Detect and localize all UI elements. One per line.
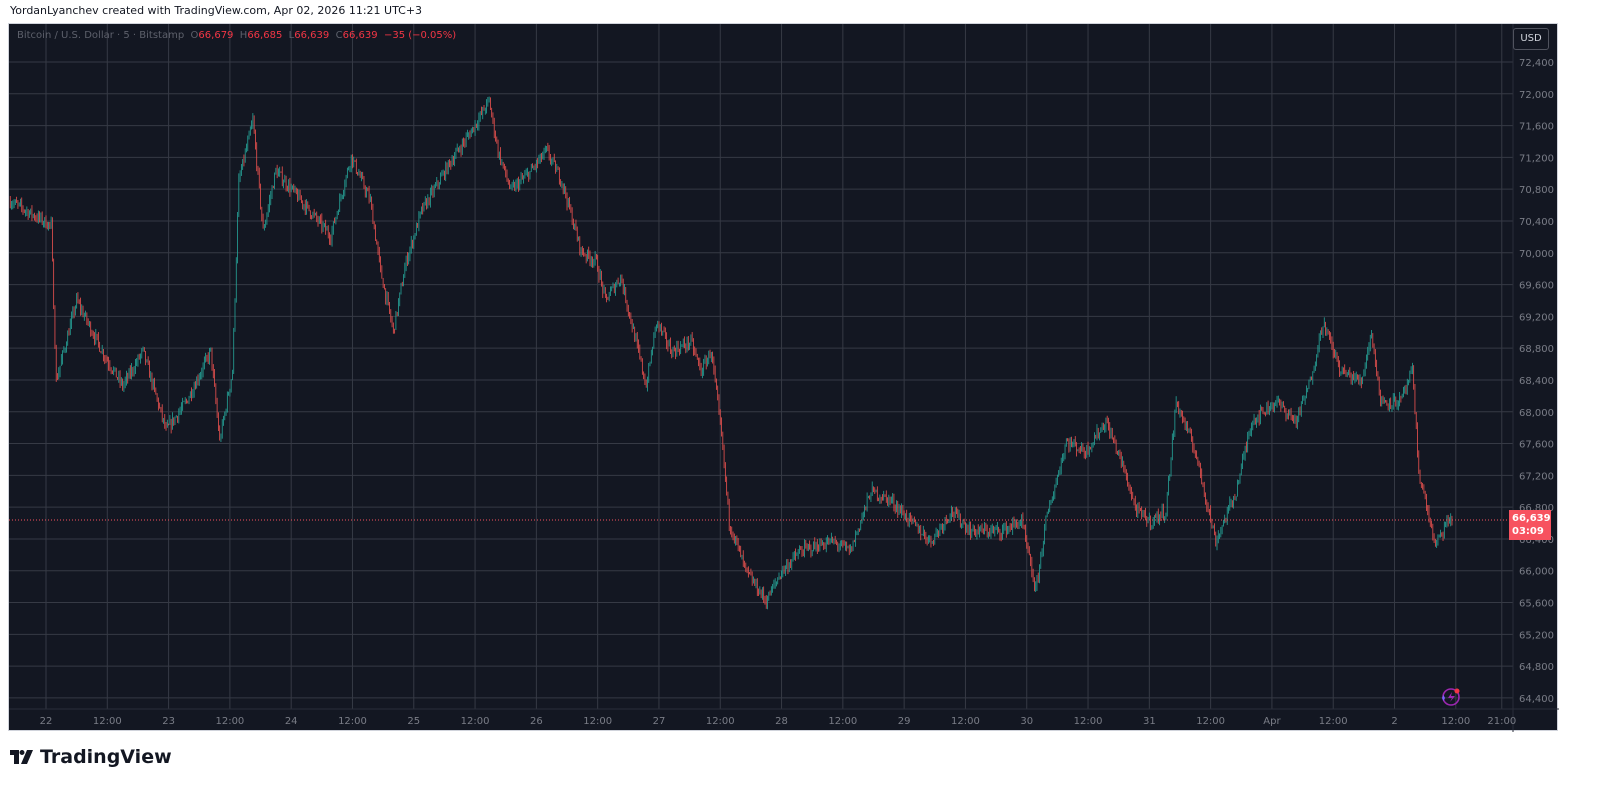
price-tick-label: 70,000 <box>1519 249 1554 260</box>
time-tick-label: 23 <box>162 716 175 727</box>
grid <box>9 24 1513 709</box>
time-tick-label: 31 <box>1143 716 1156 727</box>
bar-countdown: 03:09 <box>1512 526 1544 537</box>
price-tick-label: 68,000 <box>1519 408 1554 419</box>
price-tick-label: 70,400 <box>1519 217 1554 228</box>
time-tick-label: 12:00 <box>951 716 980 727</box>
time-tick-label: 28 <box>775 716 788 727</box>
time-tick-label: 30 <box>1020 716 1033 727</box>
time-tick-label: 12:00 <box>338 716 367 727</box>
close-value: 66,639 <box>342 30 378 41</box>
price-tick-label: 65,600 <box>1519 599 1554 610</box>
last-price-tag: 66,639 03:09 <box>1509 510 1551 540</box>
time-tick-label: 12:00 <box>93 716 122 727</box>
time-tick-label: 12:00 <box>1074 716 1103 727</box>
chart-credit: YordanLyanchev created with TradingView.… <box>10 4 423 17</box>
candles <box>9 96 1453 610</box>
high-value: 66,685 <box>247 30 283 41</box>
time-tick-label: 12:00 <box>1441 716 1470 727</box>
price-tick-label: 66,400 <box>1519 535 1554 546</box>
time-tick-label: 21:00 <box>1487 716 1516 727</box>
open-label: O <box>190 30 199 41</box>
tradingview-logo-icon <box>10 750 33 764</box>
price-tick-label: 65,200 <box>1519 630 1554 641</box>
price-tick-label: 71,600 <box>1519 122 1554 133</box>
price-tick-label: 69,600 <box>1519 281 1554 292</box>
price-tick-label: 64,400 <box>1519 694 1554 705</box>
price-tick-label: 68,800 <box>1519 344 1554 355</box>
currency-button[interactable]: USD <box>1513 28 1549 50</box>
price-tick-label: 71,200 <box>1519 153 1554 164</box>
price-tick-label: 72,400 <box>1519 58 1554 69</box>
time-axis[interactable]: 22 12:00 23 12:00 24 12:00 25 12:00 26 12:00 27 12:… <box>40 716 1517 727</box>
close-label: C <box>335 30 343 41</box>
time-tick-label: 12:00 <box>461 716 490 727</box>
low-label: L <box>288 30 295 41</box>
price-tick-label: 70,800 <box>1519 185 1554 196</box>
time-tick-label: 22 <box>40 716 53 727</box>
assistant-icon[interactable] <box>1442 688 1460 706</box>
tradingview-logo[interactable]: TradingView <box>10 746 172 768</box>
time-tick-label: 12:00 <box>583 716 612 727</box>
time-tick-label: 2 <box>1391 716 1397 727</box>
price-tick-label: 69,200 <box>1519 312 1554 323</box>
price-tick-label: 66,800 <box>1519 503 1554 514</box>
open-value: 66,679 <box>198 30 234 41</box>
high-label: H <box>239 30 248 41</box>
symbol-name[interactable]: Bitcoin / U.S. Dollar · 5 · Bitstamp <box>17 30 185 41</box>
time-tick-label: 25 <box>407 716 420 727</box>
time-tick-label: 12:00 <box>828 716 857 727</box>
time-tick-label: 12:00 <box>1196 716 1225 727</box>
price-tick-label: 67,600 <box>1519 440 1554 451</box>
time-tick-label: 26 <box>530 716 543 727</box>
last-price: 66,639 <box>1512 513 1551 524</box>
low-value: 66,639 <box>294 30 330 41</box>
logo-text: TradingView <box>40 746 172 768</box>
price-tick-label: 67,200 <box>1519 471 1554 482</box>
time-tick-label: 29 <box>898 716 911 727</box>
time-tick-label: 24 <box>285 716 298 727</box>
change-value: −35 (−0.05%) <box>383 30 457 41</box>
price-axis[interactable]: 72,400 72,000 71,600 71,200 70,800 70,400 70,0… <box>1519 58 1554 705</box>
time-tick-label: 12:00 <box>1319 716 1348 727</box>
time-tick-label: 12:00 <box>706 716 735 727</box>
time-tick-label: 27 <box>653 716 666 727</box>
chart-panel[interactable]: 72,400 72,000 71,600 71,200 70,800 70,400 70,0… <box>8 23 1559 732</box>
time-tick-label: Apr <box>1263 716 1281 727</box>
time-tick-label: 12:00 <box>215 716 244 727</box>
price-tick-label: 64,800 <box>1519 662 1554 673</box>
price-chart[interactable]: 72,400 72,000 71,600 71,200 70,800 70,400 70,0… <box>9 24 1559 732</box>
symbol-legend: Bitcoin / U.S. Dollar · 5 · Bitstamp O66… <box>17 30 456 41</box>
price-tick-label: 68,400 <box>1519 376 1554 387</box>
price-tick-label: 72,000 <box>1519 90 1554 101</box>
price-tick-label: 66,000 <box>1519 567 1554 578</box>
